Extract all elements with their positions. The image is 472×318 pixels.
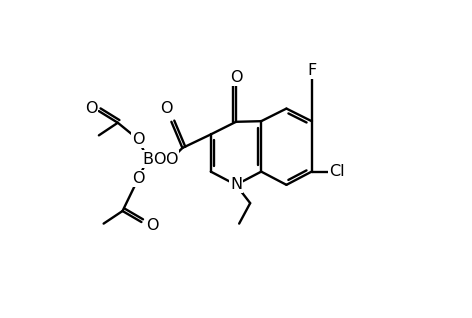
Text: Cl: Cl xyxy=(329,164,345,179)
Text: O: O xyxy=(160,101,173,116)
Text: O: O xyxy=(153,151,166,167)
Text: O: O xyxy=(132,171,144,186)
Text: O: O xyxy=(132,171,144,186)
Text: O: O xyxy=(146,218,159,233)
Text: O: O xyxy=(230,70,242,85)
Text: F: F xyxy=(307,63,316,78)
Text: O: O xyxy=(230,70,242,85)
Text: O: O xyxy=(85,101,97,116)
Text: Cl: Cl xyxy=(329,164,345,179)
Text: O: O xyxy=(85,101,97,116)
Text: B: B xyxy=(142,151,153,167)
Text: O: O xyxy=(132,132,144,147)
Text: B: B xyxy=(142,151,153,167)
Text: O: O xyxy=(132,132,144,147)
Text: O: O xyxy=(146,218,159,233)
Text: O: O xyxy=(153,151,166,167)
Text: O: O xyxy=(160,101,173,116)
Text: O: O xyxy=(165,151,177,167)
Text: N: N xyxy=(230,177,242,192)
Text: F: F xyxy=(307,63,316,78)
